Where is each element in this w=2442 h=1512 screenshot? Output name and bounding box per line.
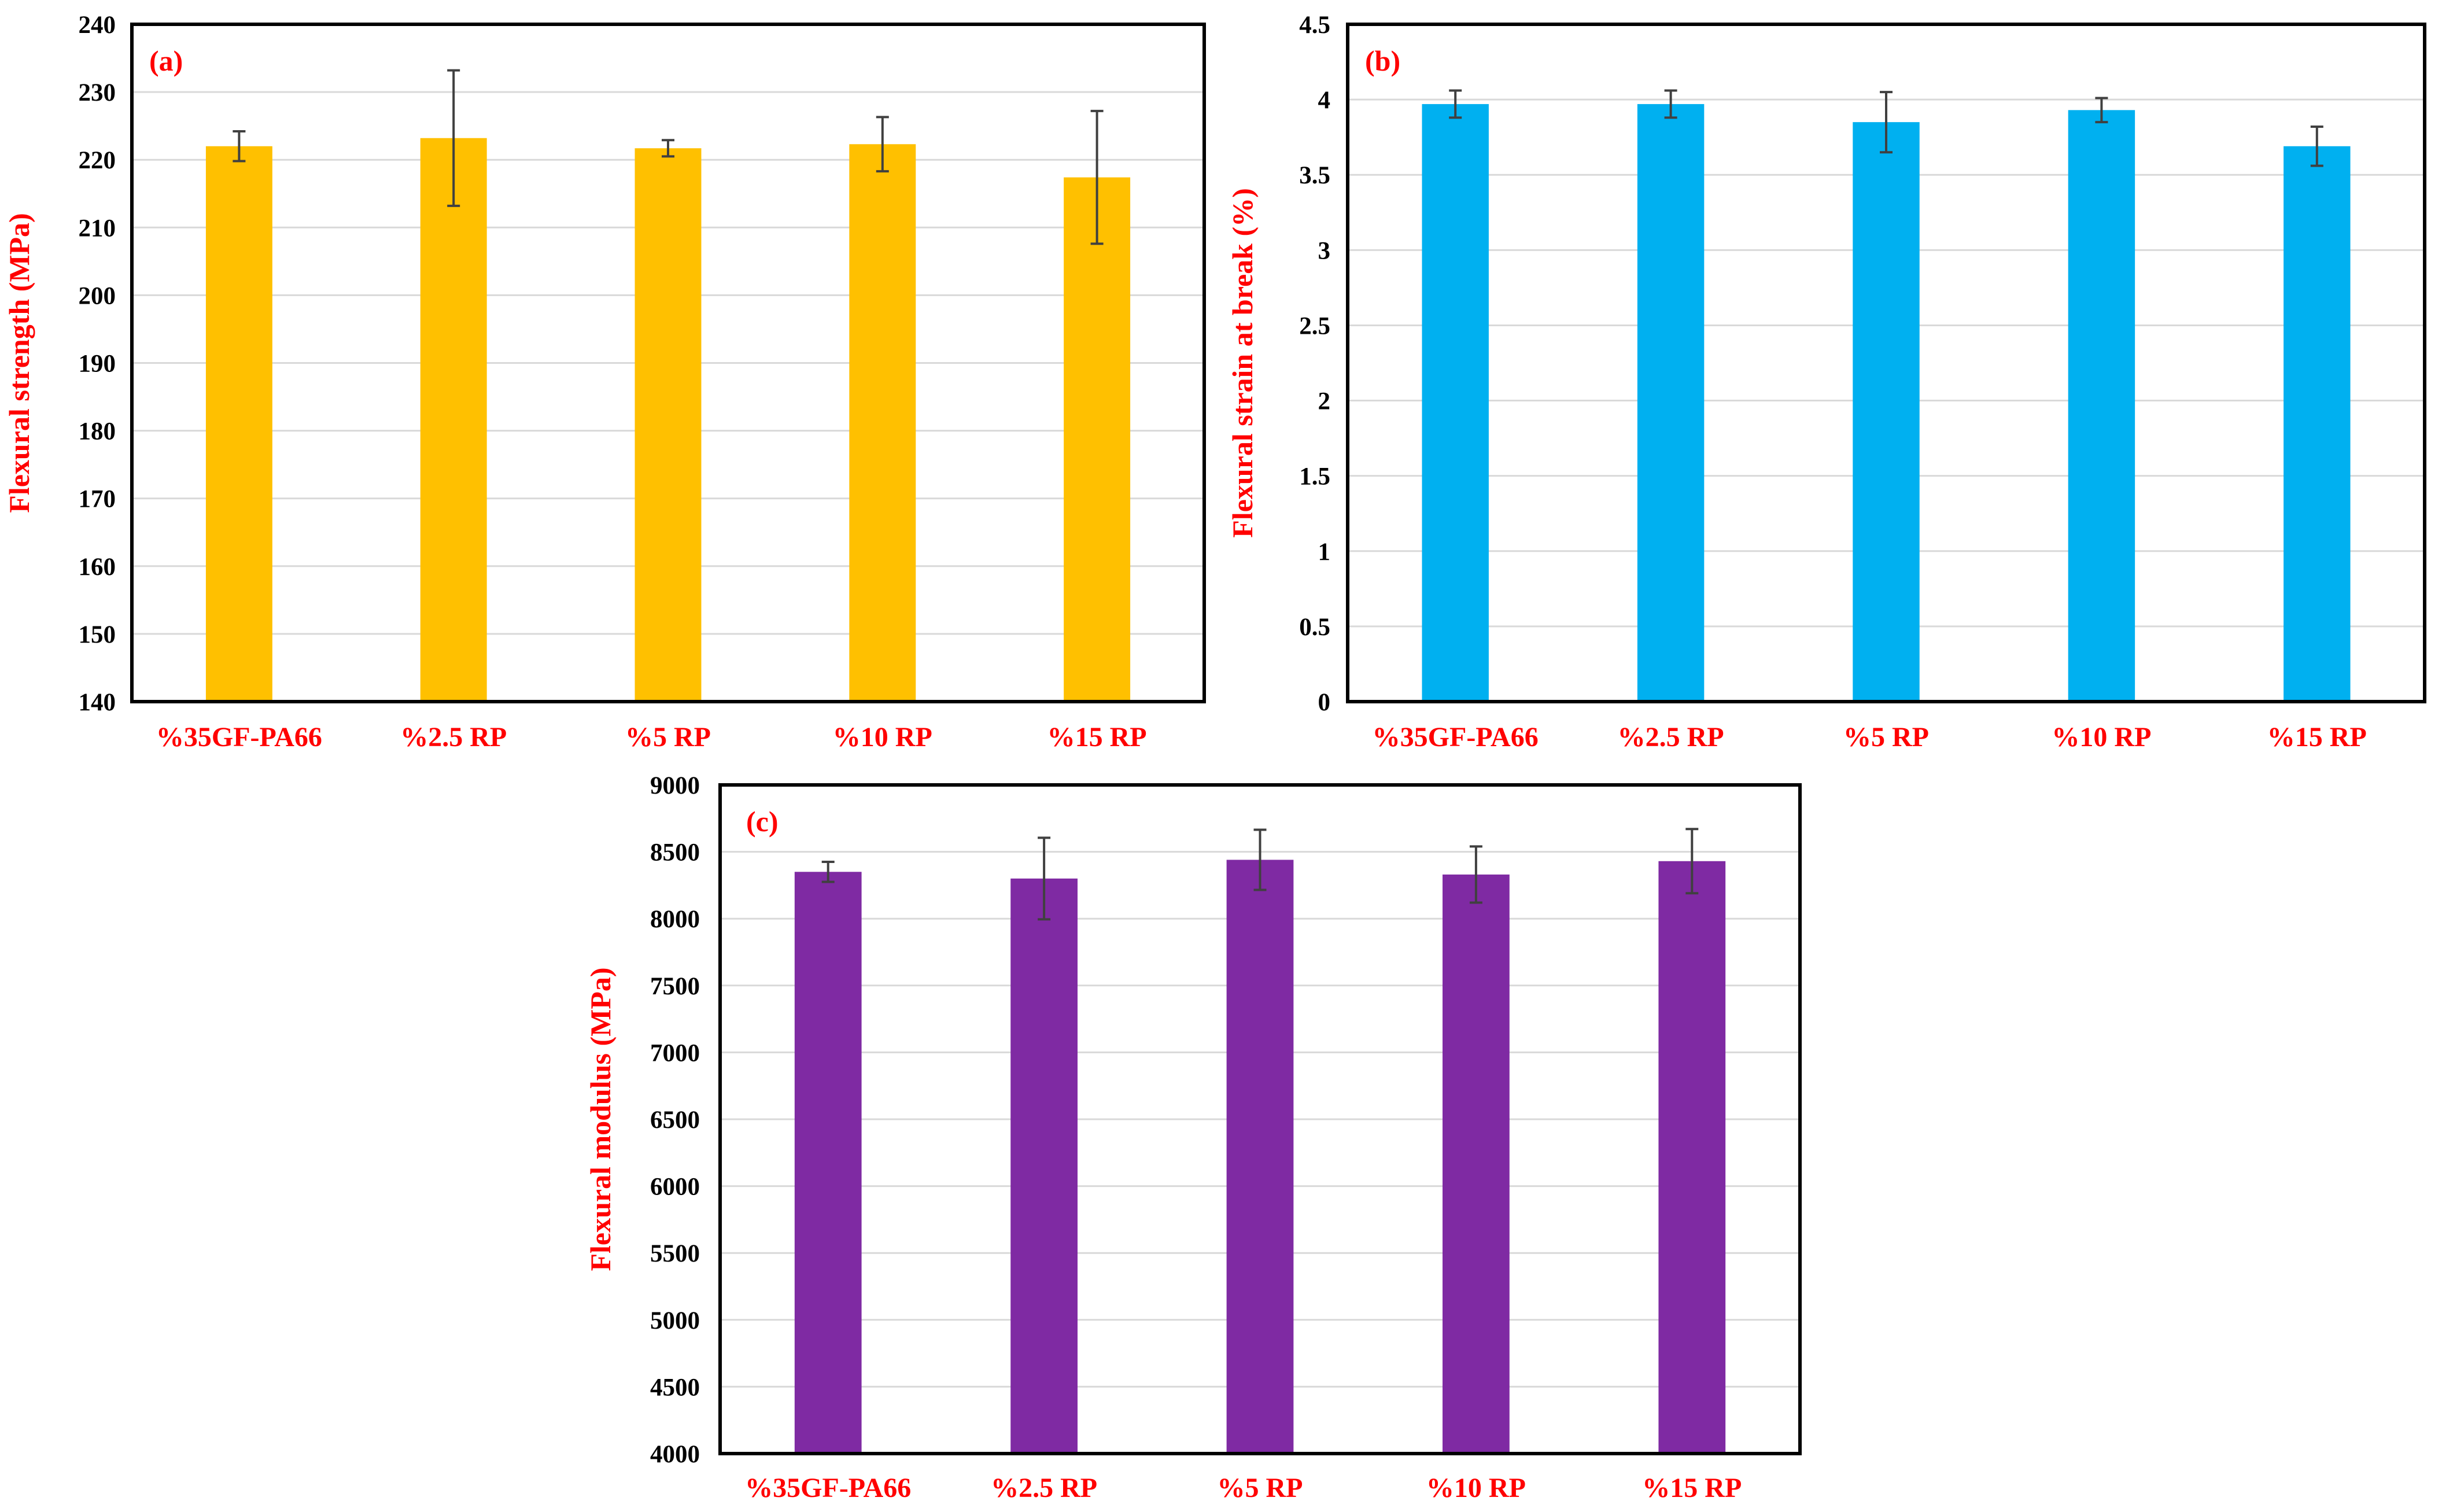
x-category-label: %5 RP	[1843, 722, 1929, 753]
chart-flexural-strength: 140 150 160 170 180 190 200 210 220 230 240 %35GF-P…	[3, 12, 1206, 753]
x-category-label: %5 RP	[625, 722, 711, 753]
panel-label: (b)	[1365, 45, 1400, 77]
x-category-label: %15 RP	[2267, 722, 2367, 753]
bar	[635, 148, 702, 702]
y-tick-label: 5500	[650, 1240, 700, 1267]
y-tick-label: 240	[79, 12, 116, 39]
y-tick-label: 4500	[650, 1374, 700, 1401]
y-tick-label: 150	[79, 621, 116, 648]
bar	[1658, 861, 1726, 1454]
y-tick-label: 1	[1318, 539, 1331, 566]
x-category-label: %10 RP	[833, 722, 932, 753]
y-tick-label: 0.5	[1299, 614, 1330, 641]
x-category-label: %35GF-PA66	[1373, 722, 1539, 753]
bar	[1064, 177, 1131, 702]
y-tick-label: 4000	[650, 1441, 700, 1468]
x-category-label: %10 RP	[1426, 1473, 1526, 1503]
y-tick-label: 200	[79, 282, 116, 309]
x-category-label: %35GF-PA66	[745, 1473, 911, 1503]
y-axis-label: Flexural strength (MPa)	[3, 213, 35, 512]
y-tick-label: 2.5	[1299, 312, 1330, 340]
bar	[1010, 878, 1078, 1454]
bar	[1637, 104, 1705, 702]
x-category-label: %35GF-PA66	[156, 722, 322, 753]
y-tick-label: 9000	[650, 772, 700, 799]
x-category-label: %5 RP	[1218, 1473, 1303, 1503]
y-tick-label: 230	[79, 79, 116, 106]
y-tick-label: 3	[1318, 237, 1331, 264]
bar	[1443, 874, 1510, 1454]
y-tick-label: 0	[1318, 689, 1331, 716]
y-axis-label: Flexural modulus (MPa)	[584, 968, 617, 1271]
x-category-label: %15 RP	[1642, 1473, 1742, 1503]
y-tick-label: 4	[1318, 87, 1331, 114]
bar	[1422, 104, 1489, 702]
y-tick-label: 5000	[650, 1307, 700, 1334]
x-category-label: %10 RP	[2052, 722, 2151, 753]
y-tick-label: 1.5	[1299, 463, 1330, 491]
bar	[420, 138, 487, 702]
bar	[205, 146, 272, 702]
x-category-label: %2.5 RP	[400, 722, 507, 753]
bar	[2068, 110, 2135, 702]
y-tick-label: 6500	[650, 1107, 700, 1134]
y-tick-label: 7500	[650, 973, 700, 1000]
bar	[2284, 146, 2351, 702]
y-tick-label: 160	[79, 554, 116, 581]
y-tick-label: 210	[79, 215, 116, 242]
y-tick-label: 2	[1318, 388, 1331, 415]
x-category-label: %2.5 RP	[991, 1473, 1097, 1503]
y-tick-label: 140	[79, 689, 116, 716]
bar	[1853, 122, 1920, 702]
y-tick-label: 8500	[650, 839, 700, 866]
panel-label: (a)	[149, 45, 183, 77]
y-tick-label: 190	[79, 351, 116, 378]
bar	[849, 144, 916, 702]
bar	[794, 872, 862, 1454]
bar	[1226, 860, 1294, 1454]
y-axis-label: Flexural strain at break (%)	[1226, 188, 1259, 538]
y-tick-label: 4.5	[1299, 12, 1330, 39]
y-tick-label: 170	[79, 486, 116, 513]
chart-flexural-strain: 0 0.5 1 1.5 2 2.5 3 3.5 4 4.5 %35GF-PA66 %2.5 RP %5 …	[1226, 12, 2426, 753]
y-tick-label: 180	[79, 418, 116, 445]
y-tick-label: 7000	[650, 1039, 700, 1067]
plot-frame	[1346, 23, 2426, 703]
plot-frame	[718, 783, 1802, 1455]
panel-label: (c)	[746, 805, 779, 838]
chart-flexural-modulus: 4000 4500 5000 5500 6000 6500 7000 7500 8000 8500…	[584, 772, 1802, 1503]
x-category-label: %2.5 RP	[1618, 722, 1724, 753]
y-tick-label: 6000	[650, 1174, 700, 1201]
y-tick-label: 220	[79, 147, 116, 174]
y-tick-label: 8000	[650, 906, 700, 933]
plot-frame	[130, 23, 1206, 703]
x-category-label: %15 RP	[1047, 722, 1147, 753]
y-tick-label: 3.5	[1299, 162, 1330, 189]
